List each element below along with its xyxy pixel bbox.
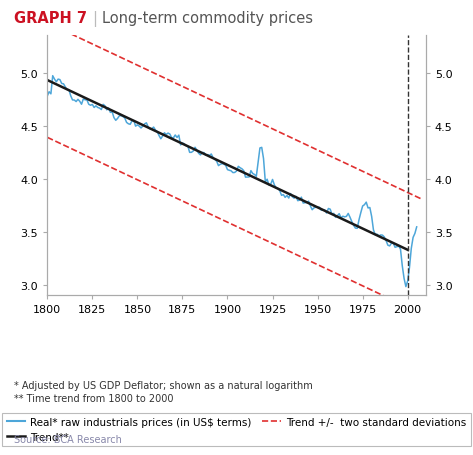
Text: |: | [92, 11, 97, 27]
Text: ** Time trend from 1800 to 2000: ** Time trend from 1800 to 2000 [14, 394, 174, 404]
Text: * Adjusted by US GDP Deflator; shown as a natural logarithm: * Adjusted by US GDP Deflator; shown as … [14, 380, 313, 390]
Text: GRAPH 7: GRAPH 7 [14, 11, 87, 26]
Text: Long-term commodity prices: Long-term commodity prices [102, 11, 313, 26]
Legend: Real* raw industrials prices (in US$ terms), Trend**, Trend +/-  two standard de: Real* raw industrials prices (in US$ ter… [2, 413, 471, 446]
Text: Source: BCA Research: Source: BCA Research [14, 435, 122, 445]
